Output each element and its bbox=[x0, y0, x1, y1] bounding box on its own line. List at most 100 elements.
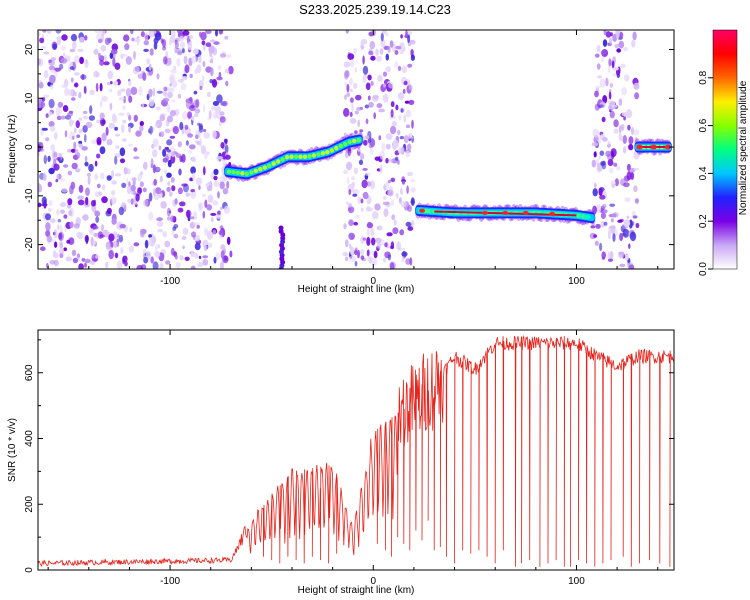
noise-blob bbox=[63, 214, 68, 219]
noise-blob bbox=[405, 150, 410, 158]
noise-blob bbox=[614, 43, 620, 49]
noise-blob bbox=[59, 242, 63, 249]
noise-blob bbox=[69, 119, 75, 125]
noise-blob bbox=[180, 41, 186, 49]
noise-blob bbox=[86, 172, 92, 177]
noise-blob bbox=[125, 56, 132, 65]
noise-blob bbox=[153, 30, 157, 34]
noise-blob bbox=[149, 125, 153, 135]
noise-blob bbox=[38, 31, 41, 37]
noise-blob bbox=[128, 245, 135, 253]
noise-blob bbox=[623, 182, 630, 188]
noise-blob bbox=[382, 83, 386, 88]
noise-blob bbox=[114, 126, 118, 131]
noise-blob bbox=[609, 203, 616, 207]
noise-blob bbox=[56, 209, 60, 216]
noise-blob bbox=[74, 148, 79, 155]
noise-blob bbox=[189, 73, 193, 79]
noise-blob bbox=[130, 184, 136, 192]
y-tick-label: -20 bbox=[24, 237, 35, 252]
noise-blob bbox=[74, 82, 79, 88]
noise-blob bbox=[64, 87, 70, 96]
noise-blob bbox=[139, 121, 144, 126]
noise-blob bbox=[182, 48, 185, 54]
noise-blob bbox=[143, 48, 149, 53]
noise-blob bbox=[100, 172, 105, 180]
streak-blob bbox=[278, 225, 284, 231]
noise-blob bbox=[372, 94, 380, 99]
noise-blob bbox=[362, 191, 369, 200]
noise-blob bbox=[609, 225, 616, 229]
noise-blob bbox=[160, 201, 167, 209]
noise-blob bbox=[219, 116, 226, 123]
noise-blob bbox=[126, 185, 131, 195]
track-peak bbox=[549, 211, 556, 216]
noise-blob bbox=[609, 251, 614, 260]
noise-blob bbox=[127, 198, 131, 203]
noise-blob bbox=[73, 55, 81, 64]
track-hotspot bbox=[235, 170, 241, 175]
noise-blob bbox=[88, 163, 94, 172]
noise-blob bbox=[394, 50, 399, 55]
noise-blob bbox=[167, 91, 173, 99]
noise-blob bbox=[204, 199, 208, 208]
noise-blob bbox=[607, 230, 611, 240]
noise-blob bbox=[121, 124, 125, 134]
noise-blob bbox=[602, 137, 608, 142]
noise-blob bbox=[167, 181, 171, 186]
noise-blob bbox=[374, 203, 381, 211]
noise-blob bbox=[194, 242, 201, 251]
noise-blob bbox=[157, 167, 160, 171]
noise-blob bbox=[151, 149, 158, 158]
noise-blob bbox=[181, 236, 187, 240]
noise-blob bbox=[391, 214, 396, 221]
noise-blob bbox=[88, 115, 95, 121]
noise-blob bbox=[185, 209, 192, 218]
noise-blob bbox=[182, 111, 188, 121]
noise-blob bbox=[220, 206, 223, 210]
noise-blob bbox=[119, 158, 126, 164]
noise-blob bbox=[76, 253, 80, 259]
noise-blob bbox=[346, 92, 351, 97]
noise-blob bbox=[178, 35, 185, 42]
noise-blob bbox=[73, 223, 80, 229]
noise-blob bbox=[53, 163, 60, 171]
noise-blob bbox=[374, 156, 380, 161]
noise-blob bbox=[67, 148, 72, 153]
noise-blob bbox=[383, 208, 389, 218]
noise-blob bbox=[167, 159, 172, 168]
noise-blob bbox=[351, 102, 354, 112]
noise-blob bbox=[163, 56, 168, 65]
noise-blob bbox=[373, 250, 378, 259]
noise-blob bbox=[399, 136, 404, 140]
noise-blob bbox=[101, 196, 108, 204]
noise-blob bbox=[109, 52, 114, 59]
noise-blob bbox=[385, 53, 389, 61]
noise-blob bbox=[602, 95, 608, 104]
noise-blob bbox=[154, 32, 162, 41]
noise-blob bbox=[592, 128, 600, 138]
noise-blob bbox=[385, 66, 392, 73]
noise-blob bbox=[173, 224, 179, 229]
noise-blob bbox=[43, 51, 50, 55]
noise-blob bbox=[122, 138, 127, 142]
noise-blob bbox=[197, 262, 204, 268]
noise-blob bbox=[387, 189, 394, 197]
noise-blob bbox=[82, 110, 88, 115]
noise-blob bbox=[609, 167, 614, 174]
noise-blob bbox=[632, 215, 638, 219]
noise-blob bbox=[48, 59, 52, 63]
noise-blob bbox=[108, 122, 116, 129]
noise-blob bbox=[46, 235, 52, 243]
noise-blob bbox=[48, 167, 55, 175]
noise-blob bbox=[601, 251, 606, 259]
noise-blob bbox=[76, 231, 83, 238]
noise-blob bbox=[202, 255, 209, 259]
noise-blob bbox=[206, 230, 214, 240]
noise-blob bbox=[148, 234, 153, 238]
noise-blob bbox=[195, 177, 203, 186]
noise-blob bbox=[613, 128, 619, 134]
noise-blob bbox=[48, 98, 55, 109]
noise-blob bbox=[390, 177, 396, 183]
noise-blob bbox=[192, 48, 199, 55]
